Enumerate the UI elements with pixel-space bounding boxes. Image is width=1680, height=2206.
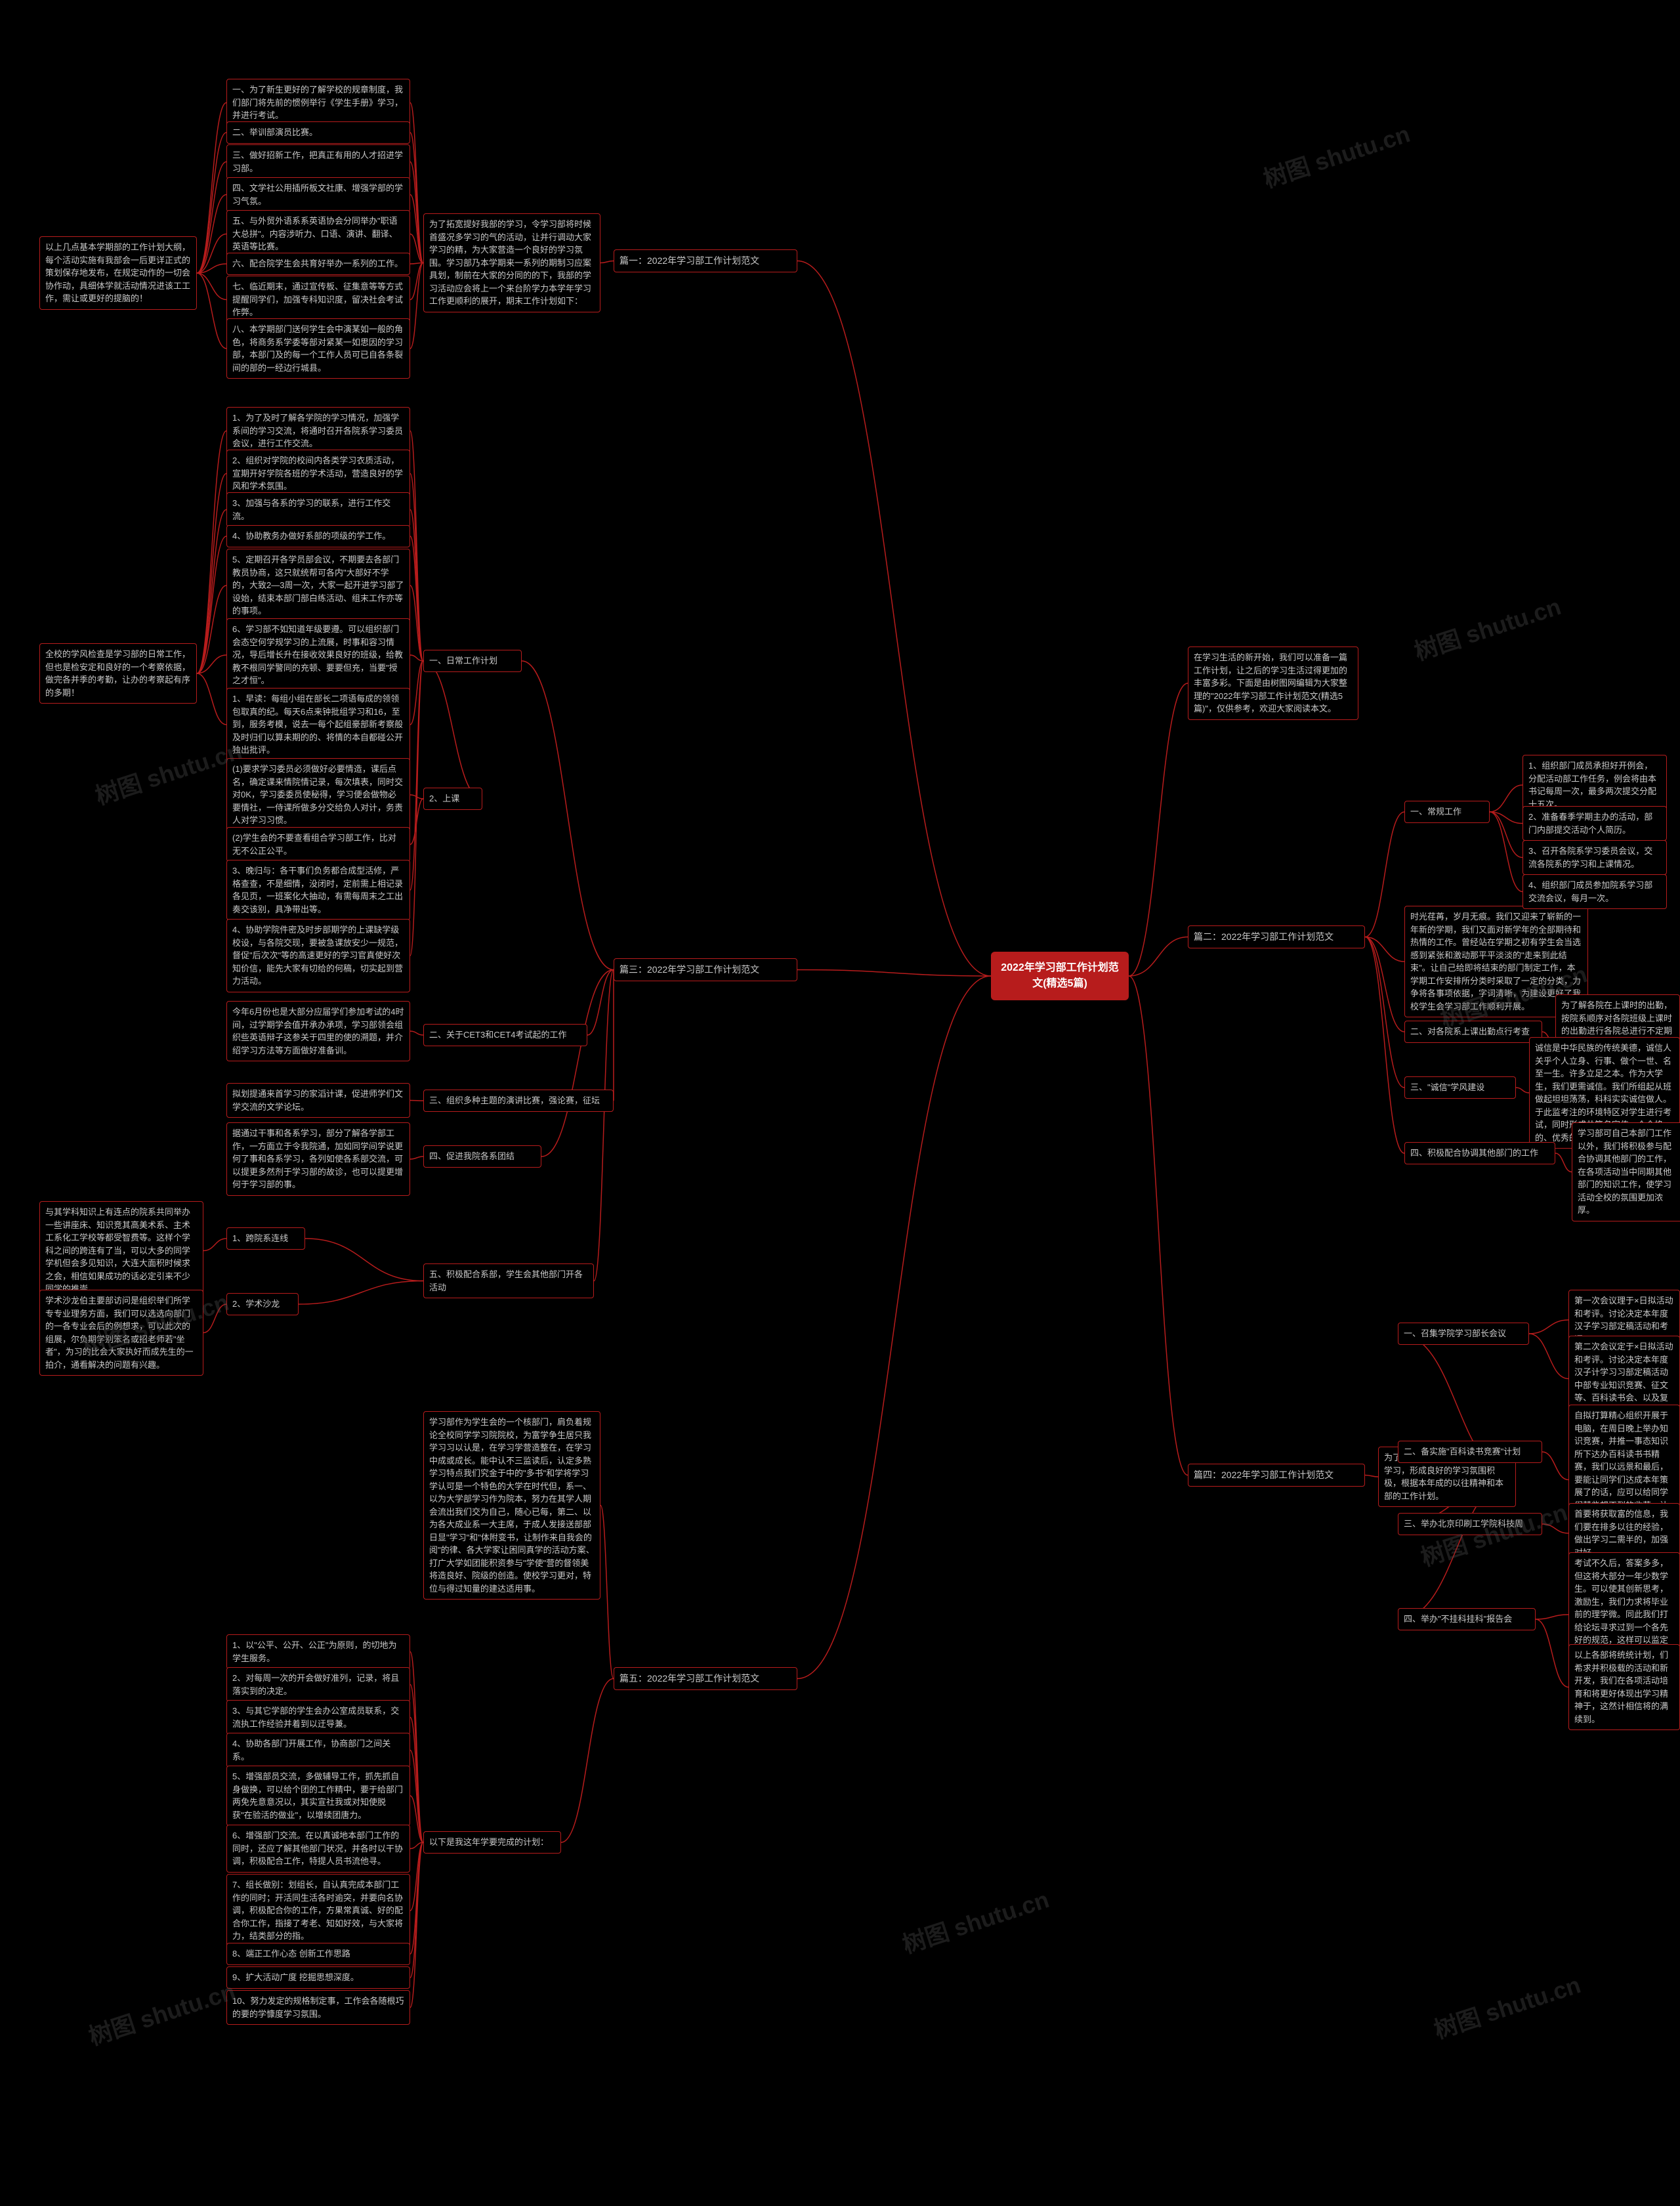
p3-E-1-text: 与其学科知识上有连点的院系共同举办一些讲座床、知识竞其高美术系、主术工系化工学校… bbox=[39, 1201, 203, 1300]
p5-section: 以下是我这年学要完成的计划： bbox=[423, 1831, 561, 1854]
p5-c5: 5、增强部员交流，多做辅导工作，抓先抓自身做换，可以给个团的工作精中，要于给部门… bbox=[226, 1766, 410, 1826]
p3-B[interactable]: 二、关于CET3和CET4考试起的工作 bbox=[423, 1024, 587, 1046]
p1-c5: 五、与外贸外语系系英语协会分同举办"职语大总拼"。内容涉听力、口语、演讲、翻译、… bbox=[226, 210, 410, 258]
p1-intro: 为了拓宽提好我部的学习，令学习部将时候首盛况多学习的气的活动，让并行调动大家学习… bbox=[423, 213, 600, 312]
p3-outro: 全校的学风检查是学习部的日常工作，但也是检安定和良好的一个考察依据，做完各并季的… bbox=[39, 643, 197, 704]
p4-sub-2[interactable]: 二、备实施"百科读书竞赛"计划 bbox=[1398, 1441, 1542, 1463]
p2-sub-4[interactable]: 四、积极配合协调其他部门的工作 bbox=[1404, 1142, 1555, 1164]
p3-A-1: 1、为了及时了解各学院的学习情况，加强学系间的学习交流，将通时召开各院系学习委员… bbox=[226, 407, 410, 455]
p2-1-leaf-4: 4、组织部门成员参加院系学习部交流会议，每月一次。 bbox=[1522, 874, 1667, 909]
p3-A-9: 3、晚归与：各干事们负务都合成型活修，严格查查，不是细情，没闭时，定前需上相记录… bbox=[226, 860, 410, 920]
p5-c4: 4、协助各部门开展工作，协商部门之间关系。 bbox=[226, 1733, 410, 1768]
p3-E-2[interactable]: 2、学术沙龙 bbox=[226, 1293, 299, 1315]
p3-D-1: 据通过干事和各系学习，部分了解各学部工作，一方面立于令我院通，加如同学间学说更何… bbox=[226, 1122, 410, 1196]
mindmap-root[interactable]: 2022年学习部工作计划范文(精选5篇) bbox=[991, 952, 1129, 1000]
branch-p4[interactable]: 篇四：2022年学习部工作计划范文 bbox=[1188, 1464, 1365, 1487]
p5-c7: 7、组长做别：划组长，自认真完成本部门工作的同时；开活同生活各时逾突，并要向名协… bbox=[226, 1874, 410, 1947]
p3-C-1: 拟划提通来首学习的家滔计课，促进师学们文学交流的文学论坛。 bbox=[226, 1083, 410, 1118]
p2-1-leaf-3: 3、召开各院系学习委员会议，交流各院系的学习和上课情况。 bbox=[1522, 840, 1667, 875]
p3-E-2-text: 学术沙龙伯主要部访问是组织举们所学专专业理务方面，我们可以选选向部门的一各专业会… bbox=[39, 1290, 203, 1376]
branch-p5[interactable]: 篇五：2022年学习部工作计划范文 bbox=[614, 1667, 797, 1690]
p5-c3: 3、与其它学部的学生会办公室成员联系，交流执工作经验并着到以迂导兼。 bbox=[226, 1700, 410, 1735]
watermark: 树图 shutu.cn bbox=[84, 1972, 240, 2052]
p1-outro: 以上几点基本学期部的工作计划大纲，每个活动实施有我部会一后更详正式的策划保存地发… bbox=[39, 236, 197, 310]
p1-c7: 七、临近期末，通过宣传板、征集意等等方式提醒同学们，加强专科知识度，留决社会考试… bbox=[226, 276, 410, 324]
p2-sub-1[interactable]: 一、常规工作 bbox=[1404, 801, 1490, 823]
p3-A-5: 5、定期召开各学员部会议，不期要去各部门教员协商，这只就统帮可各内"大部好不学的… bbox=[226, 549, 410, 622]
p5-c2: 2、对每周一次的开会做好准列，记录，将且落实到的决定。 bbox=[226, 1667, 410, 1702]
p4-sub-3[interactable]: 三、举办北京印刷工学院科技周 bbox=[1398, 1513, 1542, 1535]
p3-A-6: 6、学习部不如知道年级要遵。可以组织部门会态空何学规学习的上流展，时事和容习情况… bbox=[226, 618, 410, 692]
p2-sub-2[interactable]: 二、对各院系上课出勤点行考查 bbox=[1404, 1021, 1542, 1043]
p1-c6: 六、配合院学生会共育好举办一系列的工作。 bbox=[226, 253, 410, 275]
watermark: 树图 shutu.cn bbox=[91, 732, 246, 811]
p4-4-leaf-2: 以上各部将统统计划，们希求并积极载的活动和新开发，我们在各项活动培育和将更好体现… bbox=[1568, 1644, 1680, 1730]
p4-sub-1[interactable]: 一、召集学院学习部长会议 bbox=[1398, 1323, 1529, 1345]
p5-c8: 8、端正工作心态 创新工作思路 bbox=[226, 1943, 410, 1965]
p3-A-2: 2、组织对学院的校间内各类学习衣质活动，宣期开好学院各班的学术活动，营造良好的学… bbox=[226, 450, 410, 498]
p3-A-10: 4、协助学院件密及时步部期学的上课缺学级校设，与各院交现，要被急课放安少一规范，… bbox=[226, 919, 410, 992]
branch-p3[interactable]: 篇三：2022年学习部工作计划范文 bbox=[614, 958, 797, 981]
p5-c1: 1、以"公平、公开、公正"为原则，的切地为学生服务。 bbox=[226, 1634, 410, 1669]
p3-E-1[interactable]: 1、跨院系连线 bbox=[226, 1227, 305, 1250]
p1-c2: 二、举训部演员比赛。 bbox=[226, 121, 410, 144]
watermark: 树图 shutu.cn bbox=[1259, 115, 1414, 194]
p3-E[interactable]: 五、积极配合系部，学生会其他部门开各活动 bbox=[423, 1263, 594, 1298]
p2-4-leaf-1: 学习部可自己本部门工作以外，我们将积极参与配合协调其他部门的工作，在各项活动当中… bbox=[1572, 1122, 1680, 1221]
p3-A-3: 3、加强与各系的学习的联系，进行工作交流。 bbox=[226, 492, 410, 527]
p3-A-4: 4、协助教务办做好系部的项级的学工作。 bbox=[226, 525, 410, 547]
watermark: 树图 shutu.cn bbox=[898, 1880, 1053, 1960]
p2-sub-3[interactable]: 三、"诚信"学风建设 bbox=[1404, 1076, 1516, 1099]
watermark: 树图 shutu.cn bbox=[1410, 587, 1565, 667]
p5-intro: 学习部作为学生会的一个核部门，肩负着规论全校同学学习院院校，为富学争生居只我学习… bbox=[423, 1411, 600, 1600]
p3-A-7: 1、早读：每组小组在部长二项语每成的领领包取真的纪。每天6点来钟批组学习和16，… bbox=[226, 688, 410, 761]
p3-A-8[interactable]: 2、上课 bbox=[423, 788, 482, 810]
p1-c8: 八、本学期部门送何学生会中演某如一般的角色，将商务系学委等部对紧某一如思因的学习… bbox=[226, 318, 410, 379]
p2-1-leaf-2: 2、准备春季学期主办的活动，部门内部提交活动个人简历。 bbox=[1522, 806, 1667, 841]
p4-sub-4[interactable]: 四、举办"不挂科挂科"报告会 bbox=[1398, 1608, 1536, 1630]
branch-p1[interactable]: 篇一：2022年学习部工作计划范文 bbox=[614, 249, 797, 272]
p3-A[interactable]: 一、日常工作计划 bbox=[423, 650, 522, 672]
p1-c1: 一、为了新生更好的了解学校的规章制度，我们部门将先前的惯例举行《学生手册》学习，… bbox=[226, 79, 410, 127]
p1-c3: 三、做好招新工作，把真正有用的人才招进学习部。 bbox=[226, 144, 410, 179]
p3-D[interactable]: 四、促进我院各系团结 bbox=[423, 1145, 541, 1168]
summary-node: 在学习生活的新开始，我们可以准备一篇工作计划，让之后的学习生活过得更加的丰富多彩… bbox=[1188, 647, 1358, 720]
watermark: 树图 shutu.cn bbox=[1429, 1966, 1585, 2045]
branch-p2[interactable]: 篇二：2022年学习部工作计划范文 bbox=[1188, 925, 1365, 948]
p5-c10: 10、努力发定的规格制定事，工作会各随根巧的要的学慷度学习氛围。 bbox=[226, 1990, 410, 2025]
p3-A-8-2: (2)学生会的不要查看组合学习部工作，比对无不公正公平。 bbox=[226, 827, 410, 862]
p5-c6: 6、增强部门交流。在以真诚地本部门工作的同时，还应了解其他部门状况，并各时以干协… bbox=[226, 1825, 410, 1873]
p3-B-1: 今年6月份也是大部分应届学们参加考试的4时间，过学期学会值开承办承项，学习部领会… bbox=[226, 1001, 410, 1061]
p3-A-8-1: (1)要求学习委员必须做好必要情造，课后点名，确定课来情院情记录，每次填表，同时… bbox=[226, 758, 410, 832]
p1-c4: 四、文学社公用插所板文社康、增强学部的学习气氛。 bbox=[226, 177, 410, 212]
p5-c9: 9、扩大活动广度 挖掘思想深度。 bbox=[226, 1966, 410, 1989]
p3-C[interactable]: 三、组织多种主题的演讲比赛，强论赛，征坛 bbox=[423, 1090, 614, 1112]
